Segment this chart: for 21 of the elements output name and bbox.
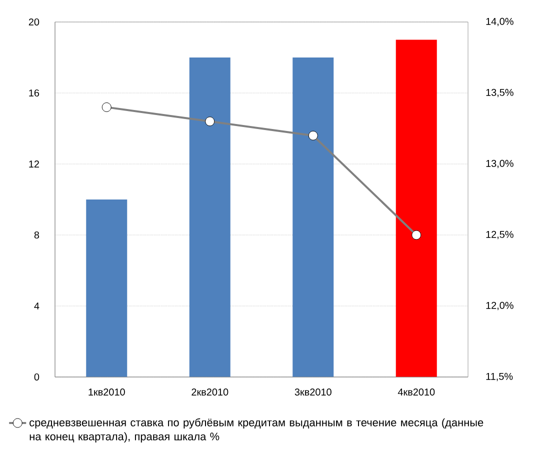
y2-tick-label: 14,0% [486, 18, 514, 26]
x-tick-label: 4кв2010 [398, 388, 435, 396]
y-tick-label: 12 [29, 160, 39, 168]
y-tick-label: 20 [28, 18, 40, 26]
y2-tick-label: 13,5% [486, 88, 514, 98]
y-tick-label: 4 [34, 302, 40, 310]
bar [189, 57, 230, 377]
y2-tick-label: 11,5% [486, 372, 513, 382]
bar [86, 199, 128, 377]
x-tick-label: 1кв2010 [88, 388, 125, 396]
x-tick-label: 3кв2010 [294, 388, 332, 396]
y-tick-label: 8 [34, 231, 40, 239]
legend-label: средневзвешенная ставка по рублёвым кредитам выданным в течение месяца (данные на конец квартала), правая шкала % [30, 418, 484, 442]
y2-tick-label: 12,5% [486, 230, 514, 240]
y2-tick-label: 12,0% [486, 302, 514, 310]
y-tick-label: 0 [34, 373, 40, 381]
bar [396, 40, 437, 377]
y-tick-label: 16 [29, 89, 40, 97]
y2-tick-label: 13,0% [486, 160, 514, 168]
x-tick-label: 2кв2010 [192, 388, 228, 396]
bar [292, 57, 334, 377]
